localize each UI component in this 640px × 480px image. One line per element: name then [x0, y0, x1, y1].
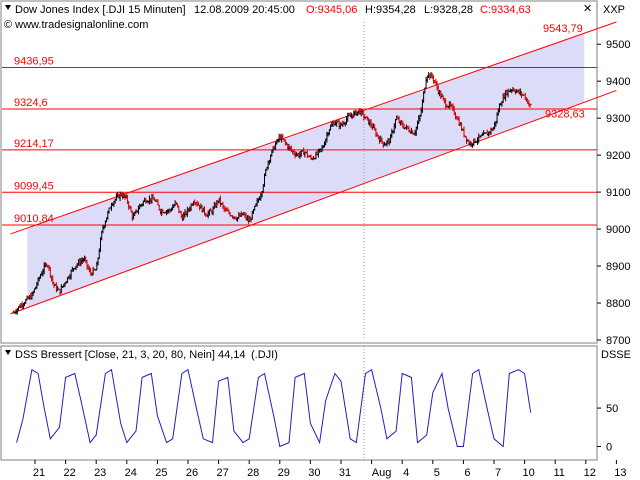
x-tick-label: 4 [403, 467, 409, 479]
x-tick-label: 29 [278, 467, 290, 479]
level-label: 9099,45 [14, 180, 54, 192]
x-tick-label: 27 [216, 467, 228, 479]
level-label: 9010,84 [14, 213, 54, 225]
price-tick-label: 8700 [606, 335, 630, 347]
channel-lower-value: 9328,63 [545, 109, 585, 121]
dss-tick-label: 50 [606, 403, 618, 415]
dss-series-line [16, 368, 532, 448]
x-tick-label: Aug [372, 467, 392, 479]
channel-upper-value: 9543,79 [543, 23, 583, 35]
x-tick-label: 28 [247, 467, 259, 479]
indicator-collapse-triangle-icon[interactable] [5, 350, 11, 355]
close-icon[interactable]: ✕ [583, 3, 592, 15]
low-value: L:9328,28 [424, 4, 473, 16]
x-tick-label: 26 [186, 467, 198, 479]
level-label: 9324,6 [14, 97, 48, 109]
price-tick-label: 9100 [606, 187, 630, 199]
level-label: 9436,95 [14, 55, 54, 67]
indicator-panel-frame [0, 345, 598, 461]
dss-tick-label: 0 [606, 441, 612, 453]
price-tick-label: 8800 [606, 298, 630, 310]
price-tick-label: 9500 [606, 39, 630, 51]
ohlc-bar [528, 103, 532, 108]
channel-lower-line [10, 89, 617, 315]
x-tick-label: 30 [308, 467, 320, 479]
watermark: © www.tradesignalonline.com [4, 19, 148, 31]
x-tick-label: 21 [33, 467, 45, 479]
level-label: 9214,17 [14, 138, 54, 150]
indicator-title: DSS Bressert [Close, 21, 3, 20, 80, Nein… [15, 349, 215, 361]
x-tick-label: 12 [584, 467, 596, 479]
close-value: C:9334,63 [480, 4, 531, 16]
x-tick-label: 5 [434, 467, 440, 479]
datetime-label: 12.08.2009 20:45:00 [194, 4, 295, 16]
high-value: H:9354,28 [365, 4, 416, 16]
x-tick-label: 7 [495, 467, 501, 479]
x-tick-label: 11 [553, 467, 564, 479]
price-tick-label: 8900 [606, 261, 630, 273]
channel-upper-line [10, 21, 617, 235]
open-value: O:9345,06 [306, 4, 357, 16]
price-tick-label: 9400 [606, 76, 630, 88]
price-tick-label: 9000 [606, 224, 630, 236]
indicator-axis-label: DSSE [601, 349, 631, 361]
symbol-axis-label: XXP [603, 4, 625, 16]
x-tick-label: 10 [522, 467, 534, 479]
price-tick-label: 9300 [606, 113, 630, 125]
x-tick-label: 23 [94, 467, 106, 479]
x-tick-label: 24 [125, 467, 137, 479]
instrument-label: Dow Jones Index [.DJI 15 Minuten] [15, 4, 186, 16]
axes-layer: 8700 8800 8900 9000 9100 9200 9300 9400 9500 0 50 2… [33, 39, 631, 479]
dss-layer [16, 346, 532, 460]
channel-fill [27, 33, 585, 308]
price-layer: 9436,95 9324,6 9214,17 9099,45 9010,84 9543,7… [2, 21, 617, 340]
collapse-triangle-icon[interactable] [5, 5, 11, 10]
x-tick-label: 22 [63, 467, 75, 479]
price-tick-label: 9200 [606, 150, 630, 162]
indicator-symbol: (.DJI) [251, 349, 278, 361]
x-tick-label: 13 [614, 467, 626, 479]
indicator-value: 44,14 [218, 349, 246, 361]
x-tick-label: 31 [339, 467, 351, 479]
x-tick-label: 25 [155, 467, 167, 479]
x-tick-label: 6 [464, 467, 470, 479]
